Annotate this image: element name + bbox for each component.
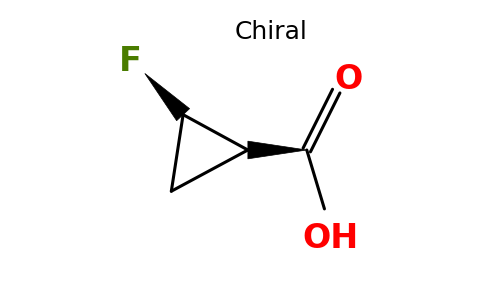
Polygon shape bbox=[248, 141, 307, 159]
Text: F: F bbox=[119, 45, 141, 78]
Text: Chiral: Chiral bbox=[235, 20, 308, 44]
Text: OH: OH bbox=[302, 222, 359, 255]
Polygon shape bbox=[145, 74, 190, 121]
Text: O: O bbox=[334, 63, 362, 96]
